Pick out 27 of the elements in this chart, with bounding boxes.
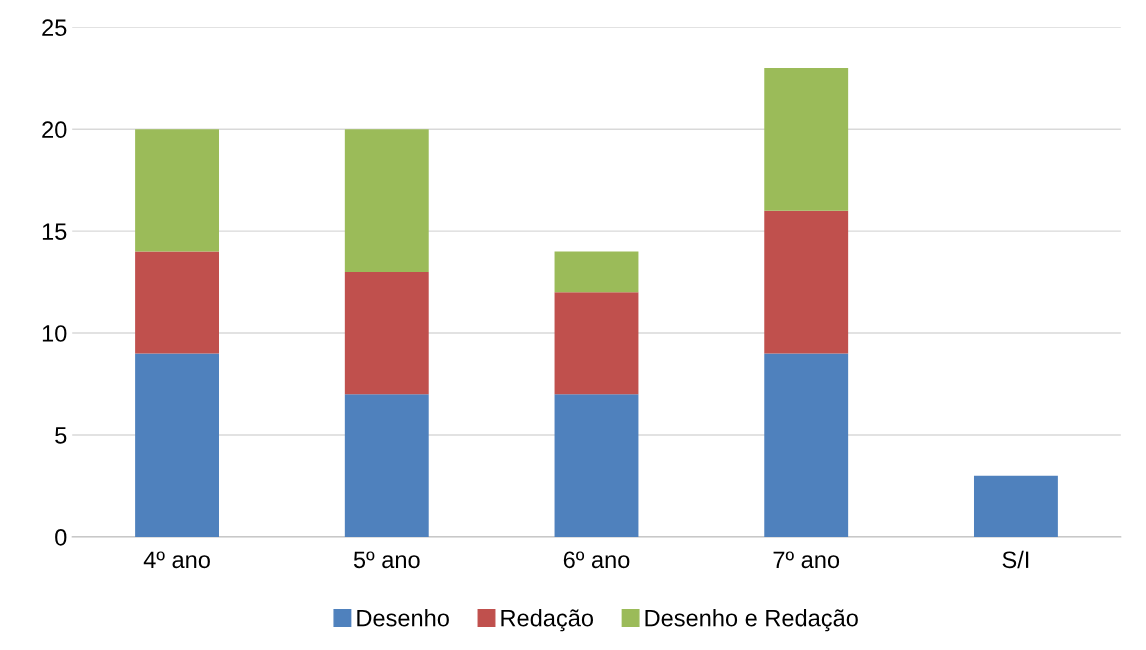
y-tick-label: 15 [42, 223, 67, 240]
legend-label: Desenho e Redação [645, 609, 858, 632]
y-tick-label: 25 [42, 19, 67, 37]
bar [554, 292, 639, 395]
x-tick-label: 5º ano [353, 551, 420, 569]
bar [973, 475, 1058, 537]
x-tick-label: 6º ano [563, 551, 630, 569]
bar [554, 394, 639, 537]
x-tick-label: 7º ano [773, 551, 840, 569]
y-tick-label: 0 [55, 528, 67, 546]
bar [344, 271, 429, 395]
y-tick-label: 5 [55, 427, 67, 444]
bar [135, 129, 219, 252]
bar [344, 394, 429, 537]
y-tick-label: 10 [42, 325, 67, 342]
bar [764, 68, 849, 211]
x-tick-label: S/I [1002, 550, 1029, 569]
bar [135, 251, 219, 354]
y-tick-label: 20 [42, 121, 67, 139]
legend-label: Desenho [357, 609, 449, 627]
x-tick-label: 4º ano [143, 551, 210, 569]
bar [764, 210, 849, 354]
bar [764, 353, 849, 537]
bar [554, 251, 639, 293]
bar [344, 129, 429, 272]
legend-label: Redação [501, 609, 594, 632]
bar [135, 353, 219, 537]
